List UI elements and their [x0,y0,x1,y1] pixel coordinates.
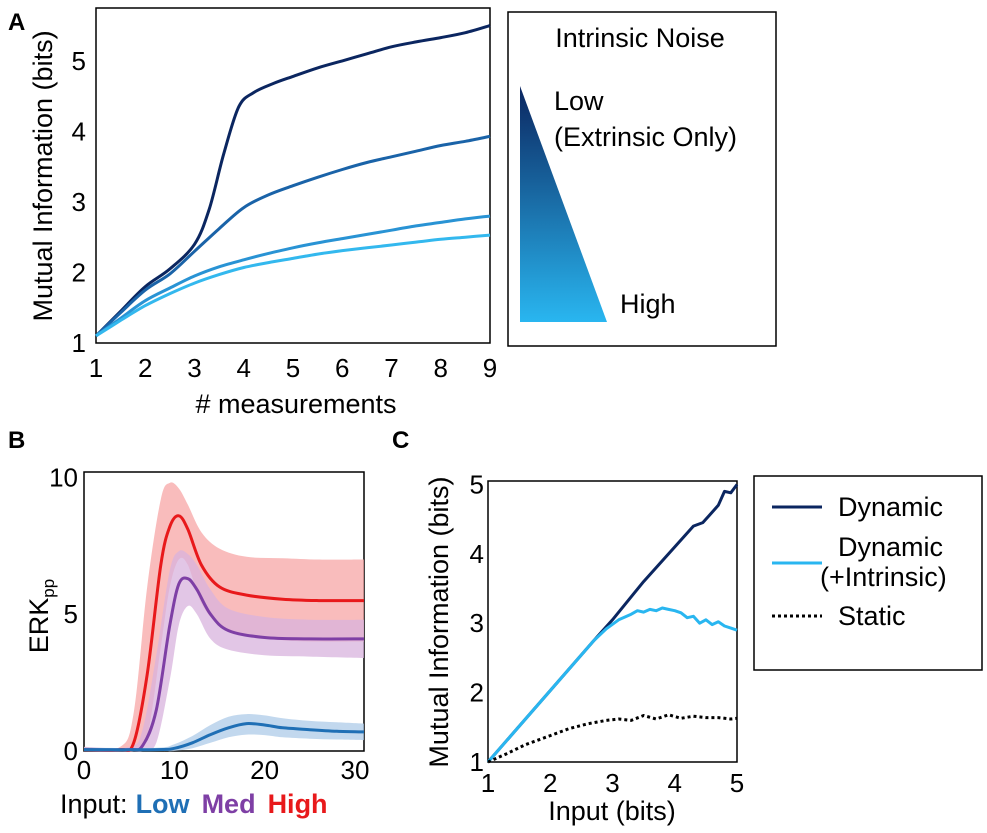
panel-b-xtick: 20 [250,755,279,785]
panel-c-legend-frame [753,475,983,671]
panel-a-series-line-1 [94,134,491,338]
panel-a-xtick: 9 [483,353,497,383]
panel-b-xtick: 10 [160,755,189,785]
panel-a-xtick: 1 [89,353,103,383]
band-med [84,550,364,752]
panel-a-ylabel: Mutual Information (bits) [28,30,58,321]
input-legend-med: Med [202,789,256,819]
noise-legend-frame [507,11,777,347]
panel-a-series-line-0 [94,24,491,337]
noise-legend-title: Intrinsic Noise [555,23,725,53]
panel-a-ytick: 2 [72,257,86,287]
panel-a-xtick: 8 [434,353,448,383]
panel-c-xtick: 2 [543,768,557,798]
panel-a-series-line-2 [95,214,491,338]
panel-a-xtick: 4 [237,353,251,383]
panel-b-ylabel-main: ERK [24,598,54,654]
panel-a-chart: 1 2 3 4 5 1 2 3 4 5 6 7 8 9 # measurements Mutual In… [28,7,497,419]
panel-a-series-line-3 [95,233,491,338]
line-high [83,514,365,752]
panel-a-xtick: 7 [384,353,398,383]
panel-a-ytick: 5 [72,46,86,76]
noise-legend-low-sub: (Extrinsic Only) [554,122,737,152]
panel-c-ytick: 2 [470,678,484,708]
input-legend: Input: Low Med High [60,789,328,819]
panel-c-ytick: 3 [470,608,484,638]
panel-a-ytick: 3 [72,187,86,217]
panel-a-xtick: 2 [138,353,152,383]
panel-c-xlabel: Input (bits) [548,796,676,826]
panel-a-xlabel: # measurements [195,389,396,419]
panel-c-legend: Dynamic Dynamic (+Intrinsic) Static [753,475,983,671]
panel-a-xtick: 6 [335,353,349,383]
panel-c-ytick: 5 [470,469,484,499]
line-low [83,722,365,752]
input-legend-low: Low [136,789,191,819]
line-static [487,713,738,764]
legend-label-dynamic: Dynamic [838,492,943,522]
panel-b-ytick: 10 [49,462,78,492]
panel-letter-b: B [8,427,25,454]
band-low [84,714,364,752]
input-legend-prefix: Input: [60,789,128,819]
panel-a-xtick: 3 [187,353,201,383]
input-legend-high: High [268,789,328,819]
panel-c-frame [487,480,738,763]
panel-b-ylabel-sub: pp [39,579,58,598]
noise-gradient-triangle [520,86,607,322]
panel-c-chart: 1 2 3 4 5 1 2 3 4 5 Input (bits) Mutual Informat… [424,469,744,826]
legend-label-dynamic-intrinsic-line2: (+Intrinsic) [820,562,947,592]
panel-c-xtick: 4 [668,768,682,798]
panel-b-ytick: 5 [64,599,78,629]
panel-a-xtick: 5 [286,353,300,383]
panel-letter-c: C [392,427,409,454]
panel-b-chart: 0 5 10 0 10 20 30 ERKpp Input: Low Med High [24,462,369,819]
panel-b-xtick: 0 [77,755,91,785]
panel-letter-a: A [8,9,25,36]
panel-c-xtick: 1 [481,768,495,798]
panel-c-ytick: 4 [470,539,484,569]
panel-c-xtick: 5 [730,768,744,798]
panel-a-ytick: 4 [72,116,86,146]
line-dynamic-intrinsic [486,606,738,763]
panel-c-ylabel: Mutual Information (bits) [424,476,454,767]
panel-b-xtick: 30 [341,755,370,785]
panel-a-ytick: 1 [72,328,86,358]
legend-label-static: Static [838,601,906,631]
panel-c-xtick: 3 [605,768,619,798]
panel-b-ylabel: ERKpp [24,579,58,653]
line-dynamic [486,483,739,763]
noise-legend-high: High [620,289,676,319]
line-med [83,576,365,752]
noise-legend-low: Low [554,86,604,116]
legend-label-dynamic-intrinsic: Dynamic [838,532,943,562]
panel-c-ytick: 1 [470,747,484,777]
noise-legend: Intrinsic Noise Low (Extrinsic Only) Hig… [507,11,777,347]
panel-a-frame [95,7,491,344]
panel-b-ytick: 0 [64,736,78,766]
